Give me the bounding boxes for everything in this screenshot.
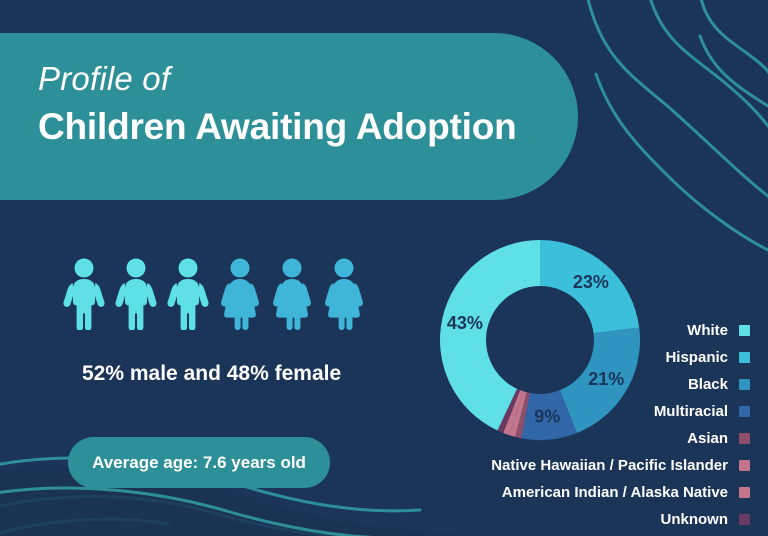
donut-hole	[486, 286, 594, 394]
race-ethnicity-donut-chart: 23% 21% 9% 43%	[438, 238, 642, 442]
legend-swatch-black	[739, 379, 750, 390]
average-age-pill: Average age: 7.6 years old	[68, 437, 330, 488]
legend-label: Black	[687, 376, 728, 393]
legend-label: Multiracial	[653, 403, 728, 420]
chart-legend: White Hispanic Black Multiracial Asian N…	[491, 318, 750, 532]
gender-caption: 52% male and 48% female	[82, 362, 342, 385]
male-figure-icon	[167, 258, 209, 330]
female-figure-icon	[273, 258, 311, 330]
legend-swatch-unknown	[739, 514, 750, 525]
legend-swatch-native-hawaiian-pacific-islander	[739, 460, 750, 471]
header-kicker: Profile of	[38, 60, 171, 97]
legend-label: Unknown	[660, 511, 729, 528]
legend-item-hispanic[interactable]: Hispanic	[665, 345, 750, 370]
legend-item-multiracial[interactable]: Multiracial	[654, 399, 750, 424]
female-figure-icon	[325, 258, 363, 330]
legend-item-native-hawaiian-pacific-islander[interactable]: Native Hawaiian / Pacific Islander	[491, 453, 750, 478]
legend-label: Native Hawaiian / Pacific Islander	[491, 457, 728, 474]
gender-pictogram-row	[62, 258, 366, 330]
legend-label: Asian	[687, 430, 728, 447]
legend-swatch-white	[739, 325, 750, 336]
legend-label: American Indian / Alaska Native	[501, 484, 728, 501]
donut-slice-label: 23%	[573, 272, 609, 292]
legend-label: Hispanic	[665, 349, 728, 366]
donut-slice-label: 9%	[534, 407, 560, 427]
male-figure-icon	[63, 258, 105, 330]
male-figure-icon	[115, 258, 157, 330]
legend-swatch-hispanic	[739, 352, 750, 363]
legend-swatch-multiracial	[739, 406, 750, 417]
legend-swatch-asian	[739, 433, 750, 444]
header-banner: Profile of Children Awaiting Adoption	[0, 33, 578, 200]
donut-slice-label: 21%	[588, 369, 624, 389]
legend-item-black[interactable]: Black	[688, 372, 750, 397]
legend-item-american-indian-alaska-native[interactable]: American Indian / Alaska Native	[502, 480, 750, 505]
donut-slice-label: 43%	[447, 313, 483, 333]
legend-swatch-american-indian-alaska-native	[739, 487, 750, 498]
page-title: Children Awaiting Adoption	[38, 106, 517, 147]
donut-label-group: 23% 21% 9% 43%	[447, 272, 624, 426]
legend-label: White	[687, 322, 728, 339]
legend-item-white[interactable]: White	[687, 318, 750, 343]
legend-item-unknown[interactable]: Unknown	[660, 507, 750, 532]
female-figure-icon	[221, 258, 259, 330]
average-age-label: Average age: 7.6 years old	[92, 452, 306, 472]
legend-item-asian[interactable]: Asian	[687, 426, 750, 451]
